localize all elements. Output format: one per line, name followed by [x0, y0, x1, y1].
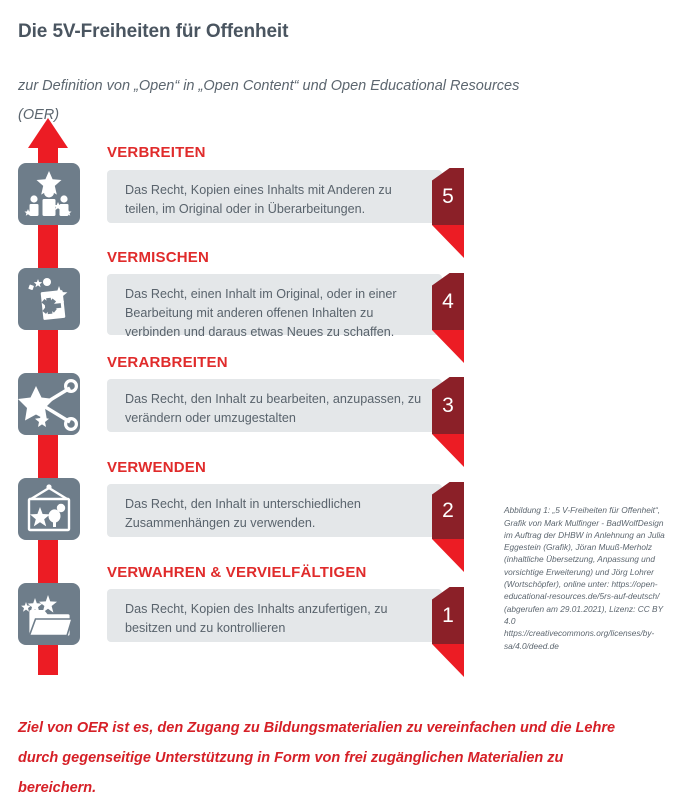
scissors-star-icon: [18, 373, 80, 435]
page-subtitle: zur Definition von „Open“ in „Open Conte…: [18, 77, 520, 123]
row-number-3: 3: [432, 377, 464, 434]
row-ribbon-2: 2: [432, 482, 464, 572]
row-panel-5: Das Recht, Kopien eines Inhalts mit Ande…: [107, 170, 442, 223]
page-title: Die 5V-Freiheiten für Offenheit: [18, 20, 289, 42]
ribbon-tail-1: [432, 644, 464, 677]
row-number-1: 1: [432, 587, 464, 644]
row-number-4: 4: [432, 273, 464, 330]
footer-statement: Ziel von OER ist es, den Zugang zu Bildu…: [18, 719, 616, 796]
row-ribbon-4: 4: [432, 273, 464, 363]
row-title-3: VERARBREITEN: [107, 354, 228, 371]
row-panel-3: Das Recht, den Inhalt zu bearbeiten, anz…: [107, 379, 442, 432]
row-ribbon-1: 1: [432, 587, 464, 677]
row-panel-2: Das Recht, den Inhalt in unterschiedlich…: [107, 484, 442, 537]
row-text-3: Das Recht, den Inhalt zu bearbeiten, anz…: [125, 392, 422, 425]
figure-caption: Abbildung 1: „5 V-Freiheiten für Offenhe…: [504, 505, 665, 651]
row-title-5: VERBREITEN: [107, 144, 206, 161]
row-text-2: Das Recht, den Inhalt in unterschiedlich…: [125, 497, 361, 530]
row-number-2: 2: [432, 482, 464, 539]
row-ribbon-5: 5: [432, 168, 464, 258]
row-panel-4: Das Recht, einen Inhalt im Original, ode…: [107, 274, 442, 339]
arrow-head-icon: [28, 118, 68, 148]
row-title-4: VERMISCHEN: [107, 249, 210, 266]
row-ribbon-3: 3: [432, 377, 464, 467]
row-text-4: Das Recht, einen Inhalt im Original, ode…: [125, 287, 397, 339]
ribbon-tail-4: [432, 330, 464, 363]
folder-stars-icon: [18, 583, 80, 645]
picture-frame-icon: [18, 478, 80, 540]
tag-sparkle-icon: [18, 268, 80, 330]
people-star-icon: [18, 163, 80, 225]
ribbon-tail-2: [432, 539, 464, 572]
ribbon-tail-5: [432, 225, 464, 258]
row-text-1: Das Recht, Kopien des Inhalts anzufertig…: [125, 602, 388, 635]
row-panel-1: Das Recht, Kopien des Inhalts anzufertig…: [107, 589, 442, 642]
row-title-2: VERWENDEN: [107, 459, 207, 476]
row-number-5: 5: [432, 168, 464, 225]
ribbon-tail-3: [432, 434, 464, 467]
row-text-5: Das Recht, Kopien eines Inhalts mit Ande…: [125, 183, 392, 216]
row-title-1: VERWAHREN & VERVIELFÄLTIGEN: [107, 564, 367, 581]
